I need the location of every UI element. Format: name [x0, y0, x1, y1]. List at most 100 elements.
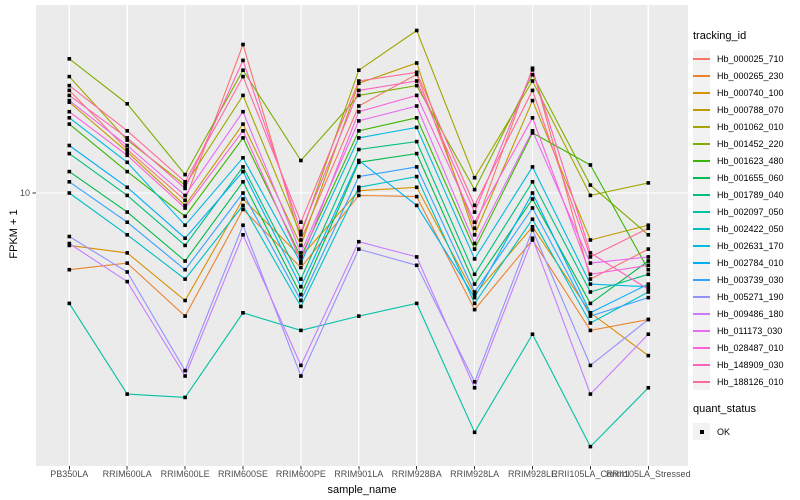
data-point [67, 234, 72, 239]
legend-item-Hb_000265_230: Hb_000265_230 [692, 67, 798, 84]
legend-key-icon [693, 339, 710, 356]
legend-item-label: Hb_009486_180 [717, 308, 784, 319]
data-point [241, 93, 245, 98]
legend-key-icon [693, 203, 710, 220]
legend-item-label: Hb_188126_010 [717, 376, 784, 387]
data-point [472, 210, 477, 214]
data-point [414, 165, 419, 169]
data-point [67, 143, 72, 148]
legend-item-label: Hb_028487_010 [717, 342, 784, 353]
data-point [414, 194, 419, 199]
data-point [241, 122, 245, 126]
data-point [646, 255, 651, 259]
data-point [472, 292, 477, 297]
data-point [299, 259, 303, 263]
data-point [241, 207, 245, 212]
data-point [67, 93, 72, 98]
data-point [67, 241, 72, 246]
legend-key-icon [693, 220, 710, 237]
data-point [646, 282, 651, 286]
data-point [183, 186, 187, 191]
data-point [414, 116, 419, 120]
legend-color-line [693, 176, 710, 179]
data-point [125, 160, 129, 165]
data-point [357, 174, 361, 179]
data-point [299, 229, 303, 234]
data-point [125, 136, 129, 140]
legend-item-label: Hb_000740_100 [717, 87, 784, 98]
legend-item-label: Hb_002784_010 [717, 257, 784, 268]
data-point [67, 267, 72, 272]
data-point [472, 257, 477, 261]
data-point [67, 169, 72, 174]
data-point [125, 169, 129, 174]
data-point [67, 109, 72, 114]
data-point [646, 267, 651, 272]
legend-color-line [693, 74, 710, 77]
data-point [530, 206, 535, 210]
legend-color-line [693, 57, 710, 60]
data-point [357, 239, 361, 244]
legend-item-label: OK [717, 426, 731, 437]
data-point [414, 185, 419, 190]
legend-item-label: Hb_001623_480 [717, 155, 784, 166]
data-point [299, 374, 303, 378]
data-point [183, 172, 187, 177]
legend-color-line [693, 125, 710, 128]
data-point [357, 93, 361, 98]
data-point [67, 88, 72, 93]
data-point [588, 238, 593, 242]
legend-key-icon [693, 135, 710, 152]
data-point [299, 284, 303, 289]
data-point [241, 191, 245, 195]
data-point [414, 72, 419, 77]
data-point [530, 228, 535, 232]
y-tick-label-10: 10 [19, 188, 30, 198]
legend-key-icon [693, 322, 710, 339]
data-point [414, 139, 419, 144]
data-point [125, 102, 129, 106]
data-point [299, 243, 303, 248]
data-point [357, 247, 361, 251]
x-tick-label-RRII105LA_Control: RRII105LA_Control [551, 469, 630, 479]
data-point [646, 353, 651, 358]
data-point [588, 301, 593, 306]
legend-color-line [693, 91, 710, 94]
data-point [414, 255, 419, 259]
x-tick-label-RRII105LA_Stressed: RRII105LA_Stressed [606, 469, 691, 479]
data-point [588, 193, 593, 198]
point-marker-icon [693, 423, 710, 440]
data-point [125, 210, 129, 214]
legend-key-icon [693, 84, 710, 101]
data-point [472, 290, 477, 294]
legend-color-line [693, 227, 710, 230]
legend-item-Hb_001789_040: Hb_001789_040 [692, 186, 798, 203]
data-point [472, 386, 477, 390]
data-point [530, 68, 535, 72]
data-point [299, 304, 303, 309]
data-point [125, 270, 129, 274]
data-point [67, 122, 72, 126]
data-point [646, 223, 651, 227]
data-point [299, 265, 303, 270]
data-point [472, 282, 477, 286]
data-point [472, 295, 477, 300]
data-point [646, 226, 651, 231]
legend-color-line [693, 346, 710, 349]
data-point [472, 241, 477, 246]
legend-key-icon [693, 169, 710, 186]
data-point [183, 243, 187, 248]
legend-key-icon [693, 288, 710, 305]
data-point [241, 165, 245, 169]
data-point [125, 220, 129, 224]
data-point [357, 136, 361, 140]
data-point [357, 147, 361, 152]
data-point [241, 197, 245, 201]
legend-item-Hb_148909_030: Hb_148909_030 [692, 356, 798, 373]
data-point [299, 233, 303, 237]
legend-title-tracking-id: tracking_id [693, 30, 747, 42]
data-point [299, 328, 303, 333]
data-point [357, 193, 361, 198]
legend-key-icon [693, 373, 710, 390]
